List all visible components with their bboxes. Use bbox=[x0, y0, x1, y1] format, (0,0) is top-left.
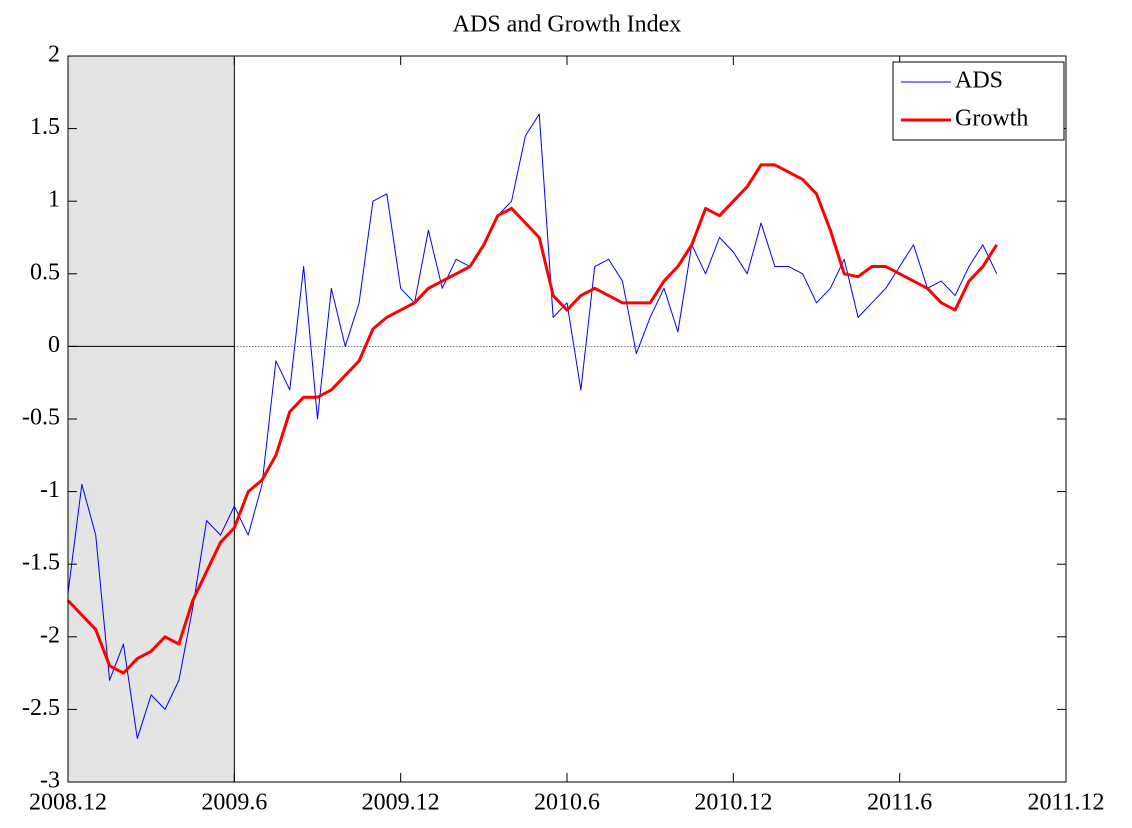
y-tick-label: -2.5 bbox=[22, 695, 60, 721]
legend-box bbox=[892, 61, 1065, 141]
chart-title: ADS and Growth Index bbox=[453, 12, 682, 38]
y-tick-label: -1 bbox=[40, 477, 60, 503]
x-tick-label: 2010.6 bbox=[534, 790, 600, 816]
y-tick-label: -1.5 bbox=[22, 550, 60, 576]
y-tick-label: 1 bbox=[48, 187, 60, 213]
y-tick-label: 0 bbox=[48, 332, 60, 358]
x-tick-label: 2009.6 bbox=[201, 790, 267, 816]
y-tick-label: -0.5 bbox=[22, 405, 60, 431]
legend-label: Growth bbox=[955, 106, 1028, 132]
x-tick-label: 2008.12 bbox=[29, 790, 107, 816]
legend-label: ADS bbox=[955, 68, 1003, 94]
series-line bbox=[66, 163, 998, 675]
y-tick-label: -3 bbox=[40, 768, 60, 794]
x-tick-label: 2009.12 bbox=[362, 790, 440, 816]
x-tick-label: 2011.6 bbox=[867, 790, 932, 816]
shaded-region bbox=[68, 56, 235, 782]
x-tick-label: 2011.12 bbox=[1027, 790, 1104, 816]
y-tick-label: -2 bbox=[40, 622, 60, 648]
y-tick-label: 1.5 bbox=[30, 114, 60, 140]
y-tick-label: 2 bbox=[48, 42, 60, 68]
y-tick-label: 0.5 bbox=[30, 259, 60, 285]
x-tick-label: 2010.12 bbox=[694, 790, 772, 816]
